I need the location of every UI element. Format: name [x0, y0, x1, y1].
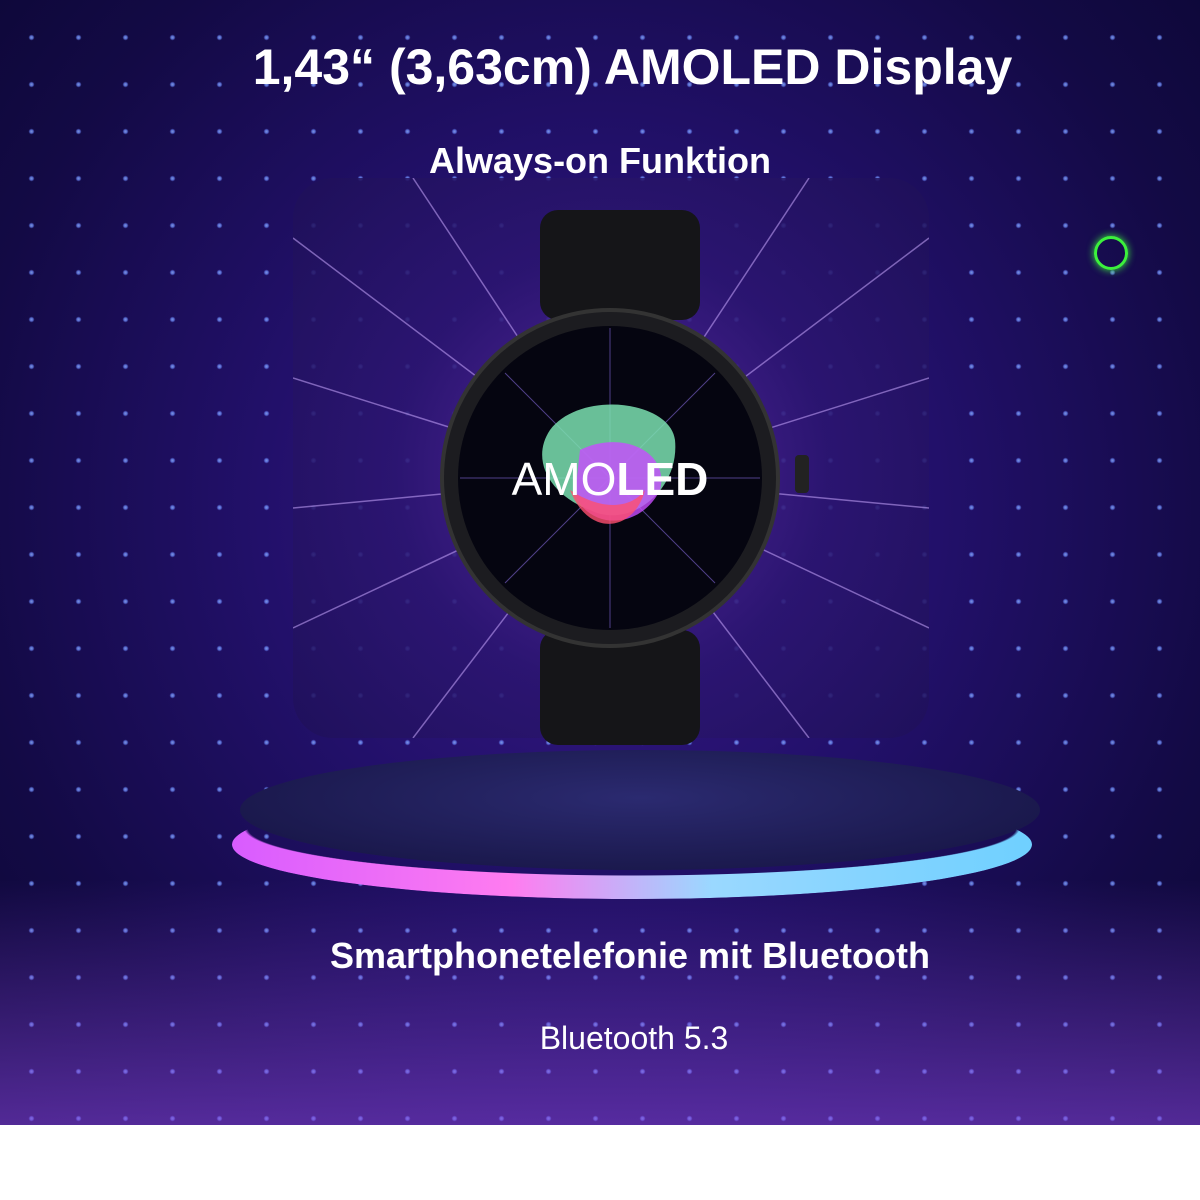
feature-detail: Bluetooth 5.3 [539, 1020, 729, 1056]
headline: 1,43“ (3,63cm) AMOLED Display [252, 39, 1013, 95]
podium-neon-edge [232, 790, 1032, 899]
floor-glow [0, 880, 1200, 1125]
amoled-label-light: AMO [511, 453, 617, 505]
green-ring-icon [1094, 236, 1128, 270]
smartwatch-image [440, 210, 809, 745]
product-banner: AMOLED 1,43“ (3,63cm) AMOLED Display Alw… [0, 0, 1200, 1125]
amoled-label-bold: LED [616, 453, 709, 505]
feature-title: Smartphonetelefonie mit Bluetooth [329, 935, 930, 976]
amoled-logo-text: AMOLED [430, 452, 790, 506]
subheadline: Always-on Funktion [429, 140, 771, 181]
